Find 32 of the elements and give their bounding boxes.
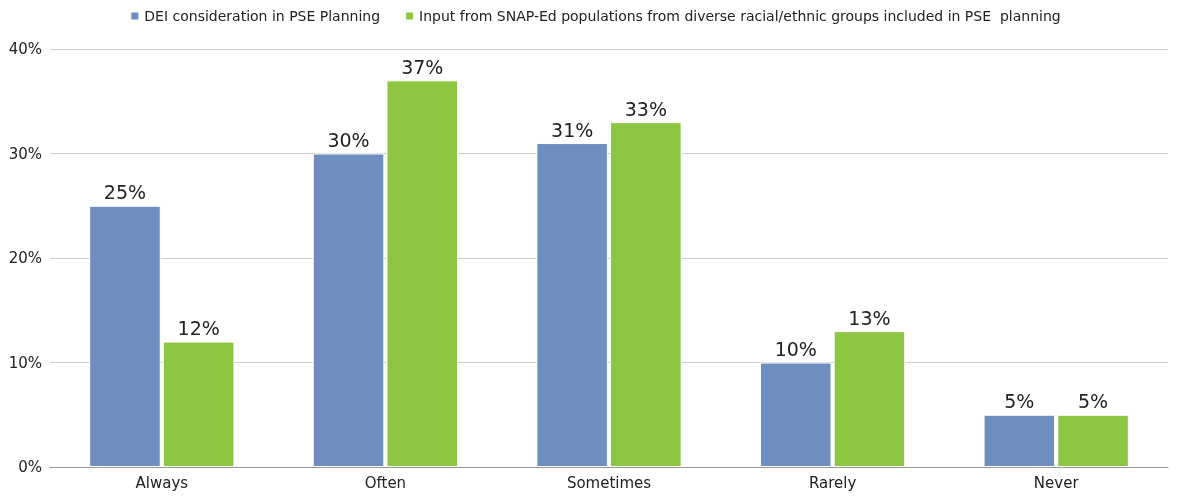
text: 5% [1077, 390, 1109, 413]
x-tick-label: Always [135, 473, 189, 492]
text: 37% [401, 55, 444, 78]
bar [983, 414, 1056, 467]
bar [833, 331, 906, 467]
bar [759, 362, 832, 467]
x-tick-label: Often [364, 473, 407, 492]
legend-label: Input from SNAP-Ed populations from diverse racial/ethnic groups included in PSE planning [419, 8, 1061, 24]
y-tick-label: 40% [8, 40, 42, 58]
y-tick-label: 20% [8, 249, 42, 267]
legend-label: DEI consideration in PSE Planning [144, 8, 381, 24]
x-tick-label: Never [1033, 473, 1080, 492]
text: 13% [848, 306, 891, 329]
x-tick-label: Sometimes [566, 473, 652, 492]
text: 30% [327, 129, 370, 151]
text: 33% [624, 97, 667, 120]
bar [312, 153, 385, 467]
bar [89, 205, 161, 467]
text: 31% [551, 118, 594, 141]
x-tick-label: Rarely [808, 473, 857, 492]
bar [1057, 414, 1129, 467]
text: 10% [774, 338, 817, 360]
text: 5% [1004, 390, 1035, 413]
bar [386, 80, 459, 467]
bar [536, 143, 608, 467]
bar [610, 122, 682, 467]
y-tick-label: 0% [18, 458, 42, 476]
bar [162, 341, 235, 467]
y-tick-label: 10% [8, 353, 42, 372]
y-tick-label: 30% [8, 144, 42, 163]
text: 12% [177, 317, 220, 340]
text: 25% [103, 181, 147, 204]
